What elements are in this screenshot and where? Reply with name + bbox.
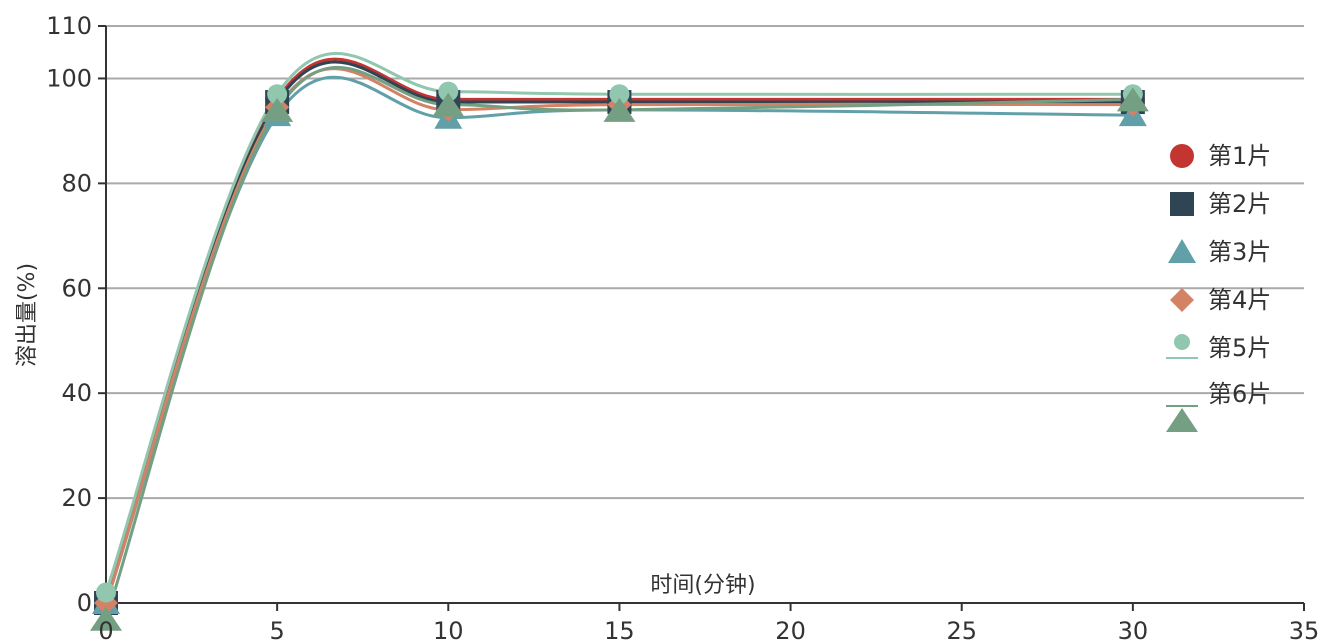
data-point [261, 97, 294, 122]
data-point [432, 92, 465, 117]
y-tick-label: 100 [46, 64, 92, 92]
legend-label: 第2片 [1208, 190, 1271, 218]
y-axis-title: 溶出量(%) [15, 263, 40, 367]
legend-label: 第6片 [1208, 380, 1271, 408]
legend-marker [1174, 334, 1190, 350]
x-tick-label: 25 [946, 617, 977, 642]
legend-item: 第3片 [1168, 238, 1271, 266]
legend-item: 第4片 [1170, 286, 1271, 314]
legend-label: 第4片 [1208, 286, 1271, 314]
tick-labels: 0 20 40 60 80 100 110 0 5 10 15 20 25 30 35 [46, 12, 1319, 642]
legend-marker [1170, 144, 1194, 168]
x-axis-title: 时间(分钟) [650, 573, 755, 598]
legend-item: 第5片 [1166, 334, 1271, 362]
legend-label: 第5片 [1208, 334, 1271, 362]
y-tick-label: 40 [61, 379, 92, 407]
legend-item: 第6片 [1166, 380, 1271, 432]
data-point [1116, 87, 1149, 112]
legend-label: 第3片 [1208, 238, 1271, 266]
data-point [96, 582, 116, 603]
x-tick-label: 35 [1289, 617, 1320, 642]
x-tick-label: 20 [775, 617, 806, 642]
y-tick-label: 0 [77, 589, 92, 617]
series-line [104, 67, 1133, 604]
series-line [104, 65, 1133, 620]
series-line [104, 75, 1133, 604]
y-tick-label: 80 [61, 169, 92, 197]
legend-marker [1170, 192, 1194, 216]
y-tick-label: 110 [46, 12, 92, 40]
x-tick-label: 10 [433, 617, 464, 642]
legend-item: 第1片 [1170, 142, 1271, 170]
legend-marker [1170, 288, 1194, 312]
data-point [267, 84, 288, 105]
data-point [609, 84, 630, 105]
x-tick-label: 30 [1118, 617, 1149, 642]
y-tick-label: 60 [61, 274, 92, 302]
data-point [90, 606, 122, 631]
x-tick-label: 0 [98, 617, 113, 642]
y-tick-label: 20 [61, 484, 92, 512]
legend-item: 第2片 [1170, 190, 1271, 218]
x-tick-label: 5 [270, 617, 285, 642]
legend-marker [1166, 408, 1198, 432]
legend-label: 第1片 [1208, 142, 1271, 170]
legend-marker [1168, 239, 1196, 263]
series-markers [90, 81, 1149, 631]
data-point [438, 81, 459, 102]
series-lines [104, 51, 1133, 620]
x-tick-label: 15 [604, 617, 635, 642]
data-point [603, 97, 636, 122]
